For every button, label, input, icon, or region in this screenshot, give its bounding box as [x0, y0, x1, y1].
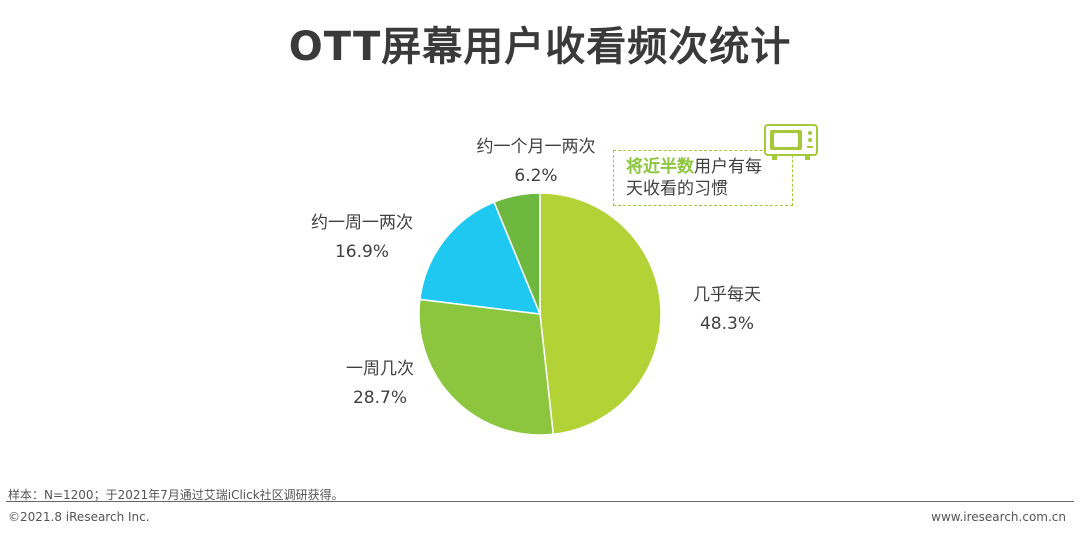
slice-category-label: 约一个月一两次	[477, 137, 596, 157]
copyright-text: ©2021.8 iResearch Inc.	[8, 510, 150, 524]
tv-icon	[764, 124, 818, 160]
slice-value-label: 6.2%	[514, 166, 557, 186]
callout-highlight: 将近半数	[626, 157, 694, 177]
pie-slice-2	[418, 298, 555, 436]
slice-category-label: 几乎每天	[693, 285, 761, 305]
slice-category-label: 约一周一两次	[311, 213, 413, 233]
pie-slice-3	[419, 201, 542, 315]
sample-note: 样本：N=1200；于2021年7月通过艾瑞iClick社区调研获得。	[8, 488, 344, 502]
slice-value-label: 16.9%	[335, 242, 389, 262]
slice-value-label: 48.3%	[700, 314, 754, 334]
slice-value-label: 28.7%	[353, 388, 407, 408]
pie-slice-1	[539, 192, 662, 436]
website-text: www.iresearch.com.cn	[931, 510, 1066, 524]
callout-text-line1: 用户有每	[694, 157, 762, 177]
pie-slice-4	[493, 192, 541, 315]
pie-chart: 几乎每天 48.3% 一周几次 28.7% 约一周一两次 16.9% 约一个月一两次 6.2%	[311, 137, 761, 436]
slice-category-label: 一周几次	[346, 359, 414, 379]
callout-text-line2: 天收看的习惯	[626, 179, 728, 199]
footer-divider	[6, 501, 1074, 502]
callout-box: 将近半数用户有每 天收看的习惯	[613, 150, 793, 206]
page-title: OTT屏幕用户收看频次统计	[288, 24, 792, 70]
